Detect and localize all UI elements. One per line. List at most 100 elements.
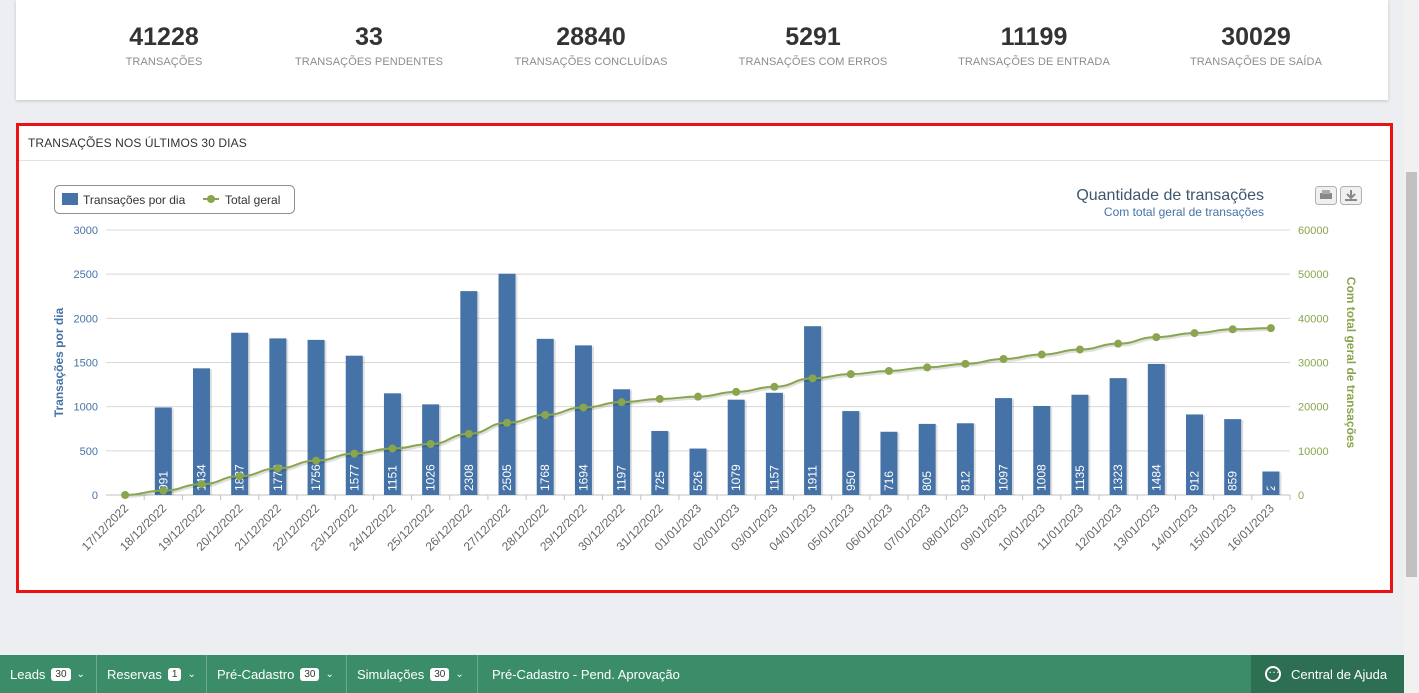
- help-chat-icon: [1265, 662, 1281, 682]
- bar-data-label: 1097: [997, 464, 1011, 491]
- bar[interactable]: [574, 345, 592, 495]
- line-point[interactable]: [808, 374, 817, 383]
- page-scrollbar[interactable]: [1404, 0, 1419, 693]
- chart-legend: Transações por dia Total geral: [54, 185, 295, 214]
- bar[interactable]: [651, 430, 669, 495]
- combo-chart: 0500100015002000250030000100002000030000…: [52, 185, 1362, 554]
- bar-data-label: 1484: [1149, 464, 1163, 491]
- bar[interactable]: [880, 431, 898, 495]
- line-point[interactable]: [1152, 333, 1161, 342]
- line-point[interactable]: [1037, 350, 1046, 359]
- line-point[interactable]: [159, 486, 168, 495]
- legend-item-bars[interactable]: Transações por dia: [83, 193, 186, 207]
- bar[interactable]: [345, 355, 363, 495]
- line-point[interactable]: [541, 410, 550, 419]
- bar[interactable]: [1224, 419, 1242, 495]
- line-point[interactable]: [464, 429, 473, 438]
- line-point[interactable]: [961, 359, 970, 368]
- stat-transacoes: 41228 TRANSAÇÕES: [50, 22, 278, 68]
- help-center-button[interactable]: Central de Ajuda: [1251, 655, 1404, 693]
- bottom-tab-pend-aprovacao[interactable]: Pré-Cadastro - Pend. Aprovação: [478, 655, 708, 693]
- line-point[interactable]: [350, 449, 359, 458]
- line-point[interactable]: [846, 370, 855, 379]
- bar[interactable]: [1147, 363, 1165, 495]
- download-button[interactable]: [1340, 186, 1362, 205]
- y2-tick-label: 20000: [1298, 402, 1329, 414]
- scrollbar-thumb[interactable]: [1406, 172, 1417, 577]
- bar[interactable]: [727, 399, 745, 495]
- bar-data-label: 1151: [385, 465, 399, 491]
- line-point[interactable]: [1228, 325, 1237, 334]
- print-icon-body: [1320, 193, 1332, 199]
- bar[interactable]: [460, 291, 478, 495]
- bar-data-label: 716: [882, 471, 896, 491]
- help-center-label: Central de Ajuda: [1291, 666, 1388, 682]
- line-point[interactable]: [923, 363, 932, 372]
- bottom-tab-reservas[interactable]: Reservas 1 ⌄: [97, 655, 207, 693]
- bar[interactable]: [307, 339, 325, 495]
- line-point[interactable]: [1075, 345, 1084, 354]
- bar[interactable]: [804, 326, 822, 495]
- print-icon: [1320, 190, 1332, 199]
- bar[interactable]: [995, 398, 1013, 495]
- line-point[interactable]: [503, 418, 512, 427]
- bar[interactable]: [613, 389, 631, 495]
- bar[interactable]: [842, 411, 860, 495]
- bar[interactable]: [269, 338, 287, 495]
- line-point[interactable]: [655, 394, 664, 403]
- bar-data-label: 2308: [462, 464, 476, 491]
- line-point[interactable]: [197, 480, 206, 489]
- line-point[interactable]: [121, 491, 130, 499]
- bar-data-label: 725: [653, 471, 667, 491]
- bar[interactable]: [154, 407, 172, 495]
- bar-data-label: 1135: [1073, 465, 1087, 491]
- bar-data-label: 805: [920, 471, 934, 491]
- legend-item-total[interactable]: Total geral: [225, 193, 280, 207]
- download-icon: [1345, 190, 1357, 201]
- bar-data-label: 1008: [1035, 464, 1049, 491]
- line-point[interactable]: [732, 387, 741, 396]
- y-tick-label: 1000: [74, 402, 98, 414]
- bar[interactable]: [1262, 471, 1280, 495]
- bar-data-label: 526: [691, 471, 705, 491]
- bar[interactable]: [422, 404, 440, 495]
- line-point[interactable]: [312, 456, 321, 465]
- bar-data-label: 1694: [576, 464, 590, 491]
- print-button[interactable]: [1315, 186, 1337, 205]
- stat-label: TRANSAÇÕES PENDENTES: [294, 56, 444, 68]
- line-point[interactable]: [770, 382, 779, 391]
- bar[interactable]: [918, 423, 936, 495]
- line-point[interactable]: [235, 472, 244, 481]
- line-point[interactable]: [1190, 329, 1199, 338]
- line-point[interactable]: [694, 392, 702, 401]
- y-tick-label: 2000: [74, 313, 98, 325]
- bar[interactable]: [1186, 414, 1204, 495]
- bar[interactable]: [192, 368, 210, 495]
- line-point[interactable]: [1114, 339, 1123, 348]
- bar[interactable]: [383, 393, 401, 495]
- bottom-tab-pre-cadastro[interactable]: Pré-Cadastro 30 ⌄: [207, 655, 347, 693]
- bar-data-label: 1079: [729, 464, 743, 491]
- line-point[interactable]: [617, 398, 626, 407]
- line-point[interactable]: [579, 403, 588, 412]
- line-point[interactable]: [388, 444, 397, 453]
- line-point[interactable]: [426, 440, 435, 449]
- bar[interactable]: [231, 332, 249, 495]
- bar[interactable]: [689, 448, 707, 495]
- y2-tick-label: 40000: [1298, 313, 1329, 325]
- bar[interactable]: [765, 392, 783, 495]
- line-point[interactable]: [1266, 324, 1275, 333]
- bar[interactable]: [1071, 394, 1089, 495]
- line-point[interactable]: [273, 464, 282, 473]
- bar[interactable]: [1033, 405, 1051, 495]
- line-point[interactable]: [884, 366, 893, 375]
- bottom-tab-simulacoes[interactable]: Simulações 30 ⌄: [347, 655, 478, 693]
- bottom-tab-leads[interactable]: Leads 30 ⌄: [0, 655, 97, 693]
- stat-value: 5291: [785, 23, 841, 51]
- bar[interactable]: [1109, 378, 1127, 495]
- bar[interactable]: [956, 423, 974, 495]
- bar-data-label: 950: [844, 471, 858, 491]
- bar[interactable]: [498, 273, 516, 495]
- line-point[interactable]: [999, 354, 1008, 363]
- y2-tick-label: 0: [1298, 490, 1304, 502]
